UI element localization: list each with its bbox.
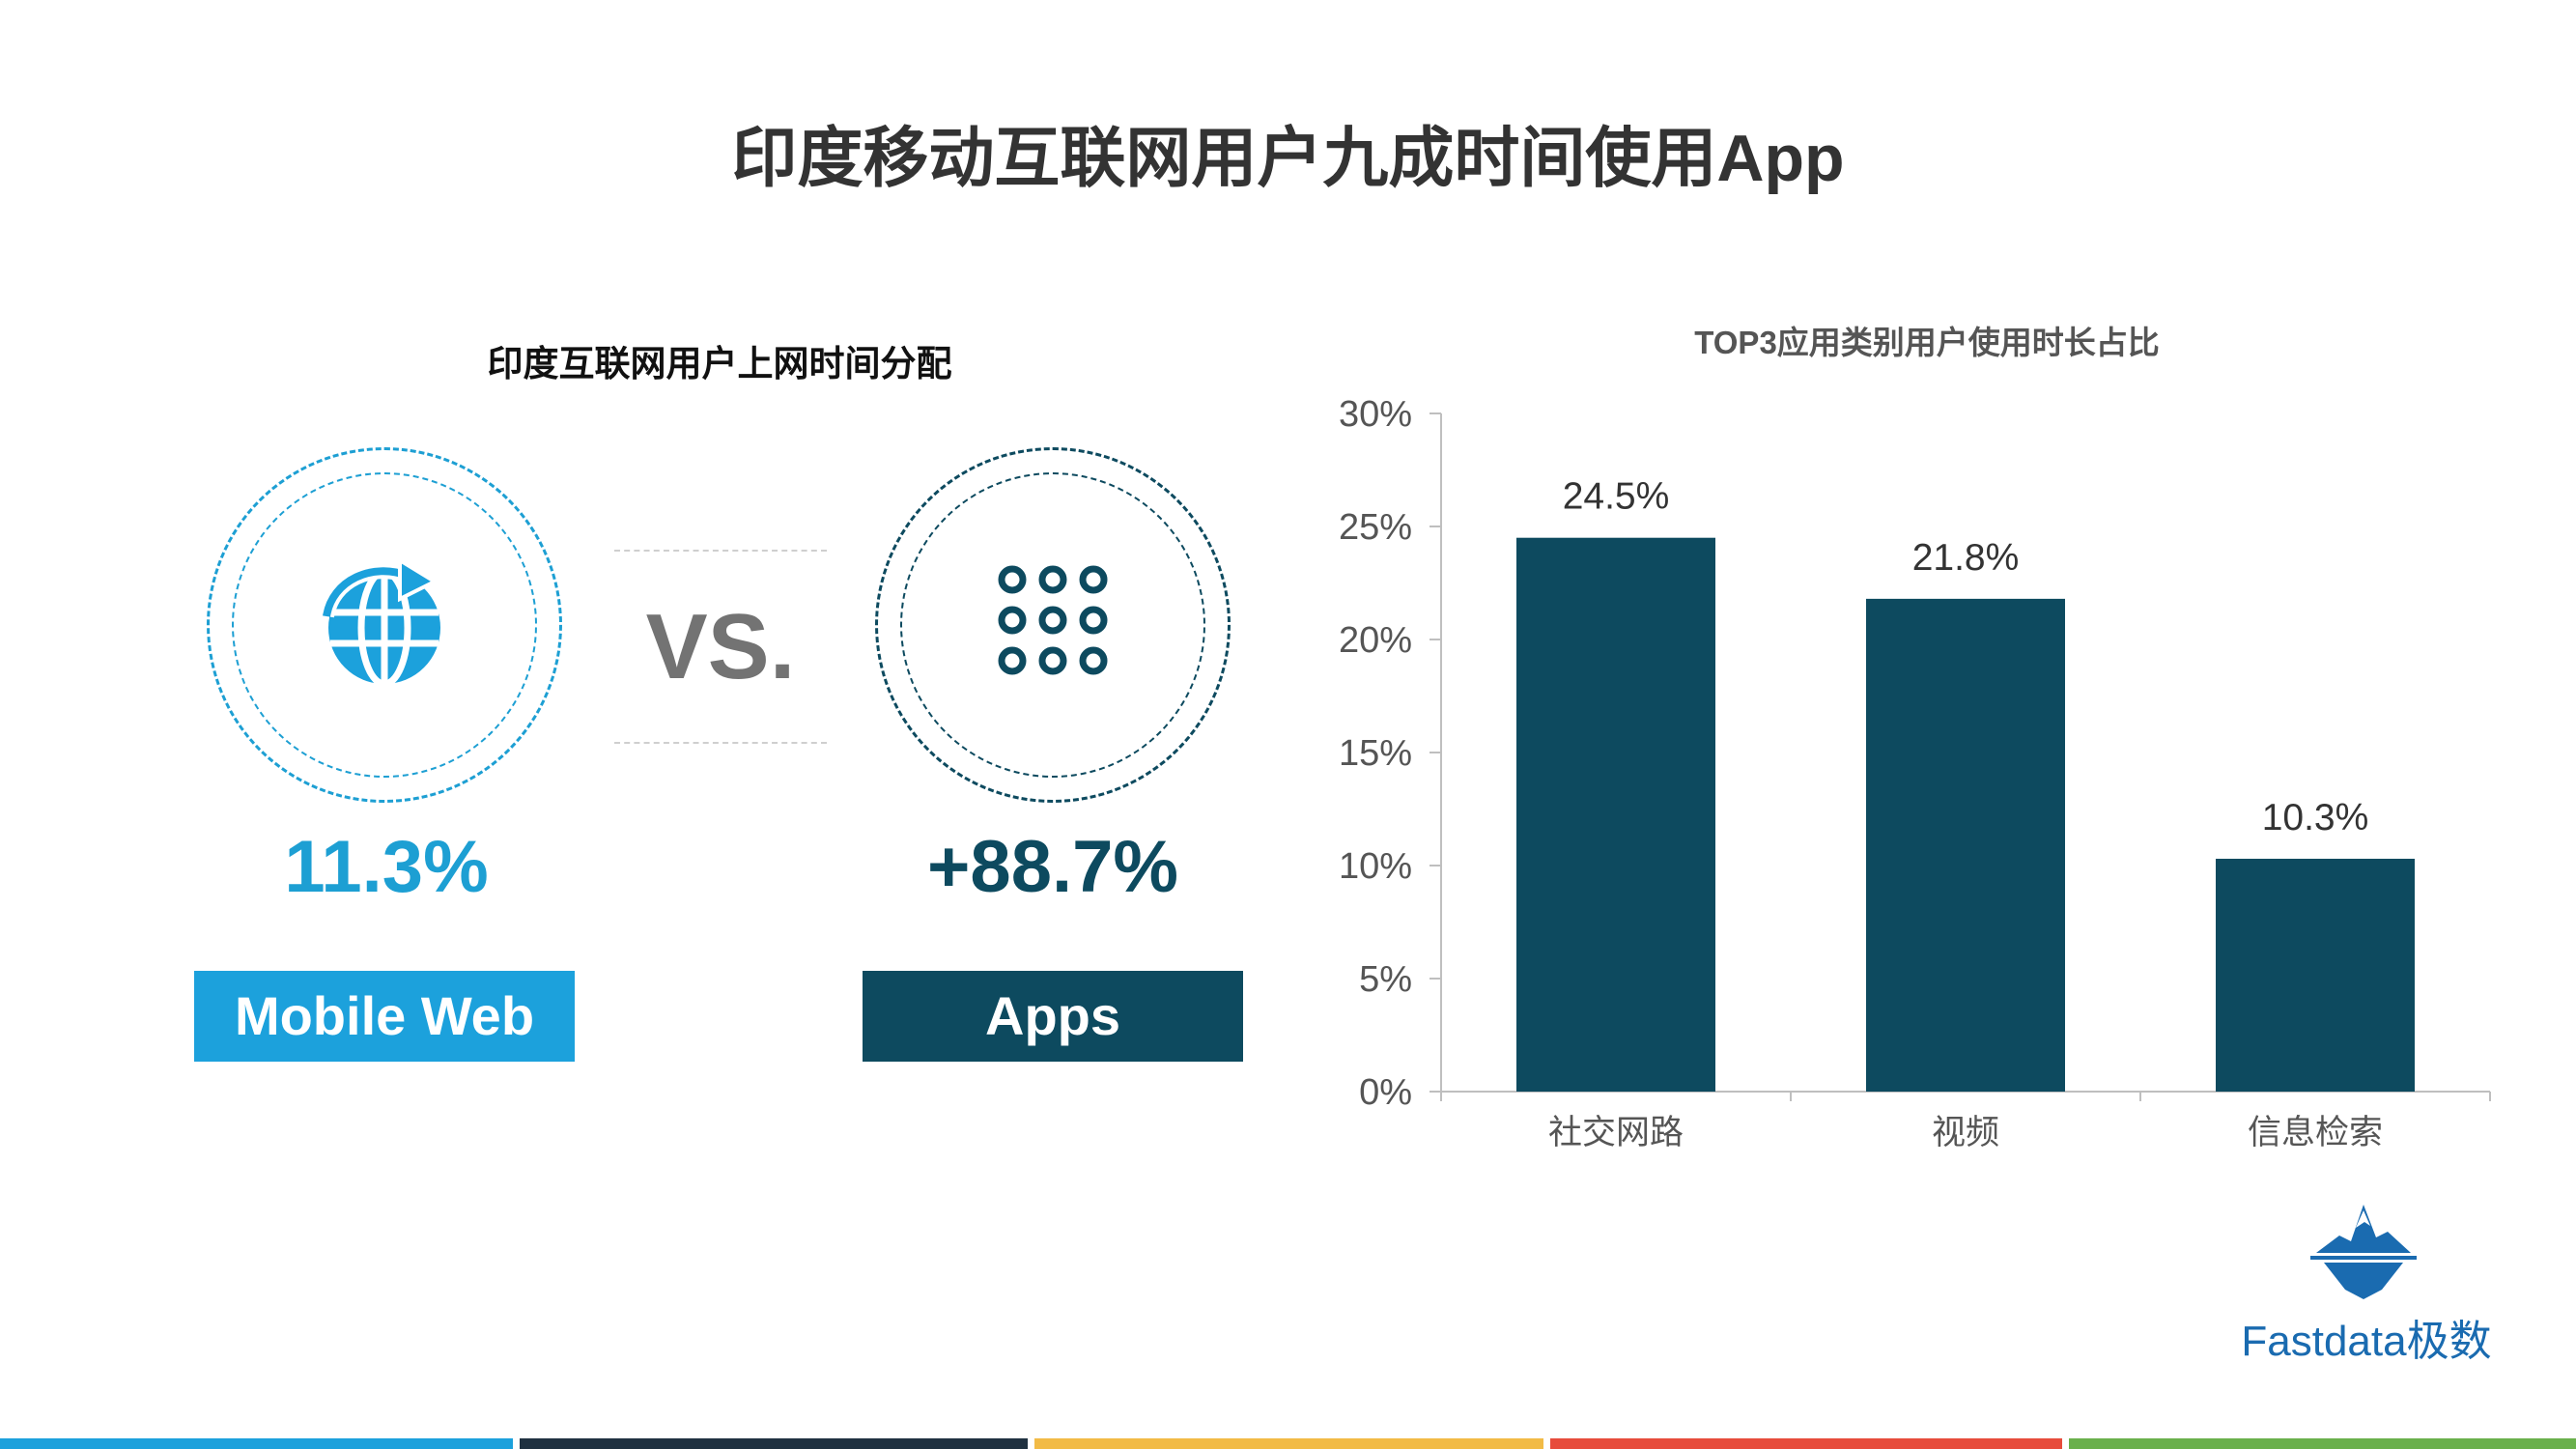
bar bbox=[1516, 537, 1715, 1092]
x-tick-label: 信息检索 bbox=[2248, 1114, 2383, 1151]
bar-value-label: 10.3% bbox=[2262, 797, 2369, 838]
brand-name: Fastdata极数 bbox=[2241, 1318, 2492, 1365]
iceberg-logo-icon bbox=[2310, 1203, 2417, 1301]
mobile-web-outer-ring bbox=[207, 447, 562, 803]
vs-divider-bottom bbox=[614, 742, 827, 744]
app-grid-icon bbox=[985, 556, 1120, 692]
footer-stripe-5 bbox=[2069, 1438, 2576, 1449]
apps-percent: +88.7% bbox=[927, 826, 1178, 908]
mobile-web-label: Mobile Web bbox=[194, 971, 575, 1062]
x-tick-label: 社交网路 bbox=[1548, 1114, 1684, 1151]
apps-label: Apps bbox=[863, 971, 1243, 1062]
y-tick-label: 10% bbox=[1339, 846, 1412, 887]
category-usage-chart: TOP3应用类别用户使用时长占比 0% 5% 10% 15% 20% 25% 30% 24.5%… bbox=[1339, 325, 2491, 1151]
y-tick-label: 30% bbox=[1339, 394, 1412, 435]
bar bbox=[1866, 598, 2065, 1092]
footer-stripe-4 bbox=[1550, 1438, 2062, 1449]
x-tick-label: 视频 bbox=[1932, 1114, 1999, 1151]
footer-stripe-1 bbox=[0, 1438, 513, 1449]
apps-inner-ring bbox=[900, 472, 1205, 778]
globe-arrow-icon bbox=[319, 556, 450, 690]
bar-value-label: 21.8% bbox=[1912, 537, 2020, 579]
vs-label: VS. bbox=[645, 595, 796, 698]
bar-value-label: 24.5% bbox=[1563, 476, 1670, 518]
bar bbox=[2216, 858, 2415, 1092]
y-tick-label: 5% bbox=[1359, 959, 1412, 1000]
y-tick-label: 0% bbox=[1359, 1072, 1412, 1113]
footer-stripe-3 bbox=[1034, 1438, 1543, 1449]
y-tick-label: 25% bbox=[1339, 507, 1412, 548]
vs-divider-top bbox=[614, 550, 827, 552]
allocation-subtitle: 印度互联网用户上网时间分配 bbox=[487, 344, 952, 384]
y-tick-label: 15% bbox=[1339, 733, 1412, 774]
mobile-web-inner-ring bbox=[232, 472, 537, 778]
mobile-web-percent: 11.3% bbox=[284, 826, 489, 908]
chart-title: TOP3应用类别用户使用时长占比 bbox=[1694, 325, 2160, 360]
footer-stripe-2 bbox=[520, 1438, 1028, 1449]
page-title: 印度移动互联网用户九成时间使用App bbox=[731, 122, 1845, 195]
y-tick-label: 20% bbox=[1339, 620, 1412, 661]
apps-outer-ring bbox=[875, 447, 1231, 803]
